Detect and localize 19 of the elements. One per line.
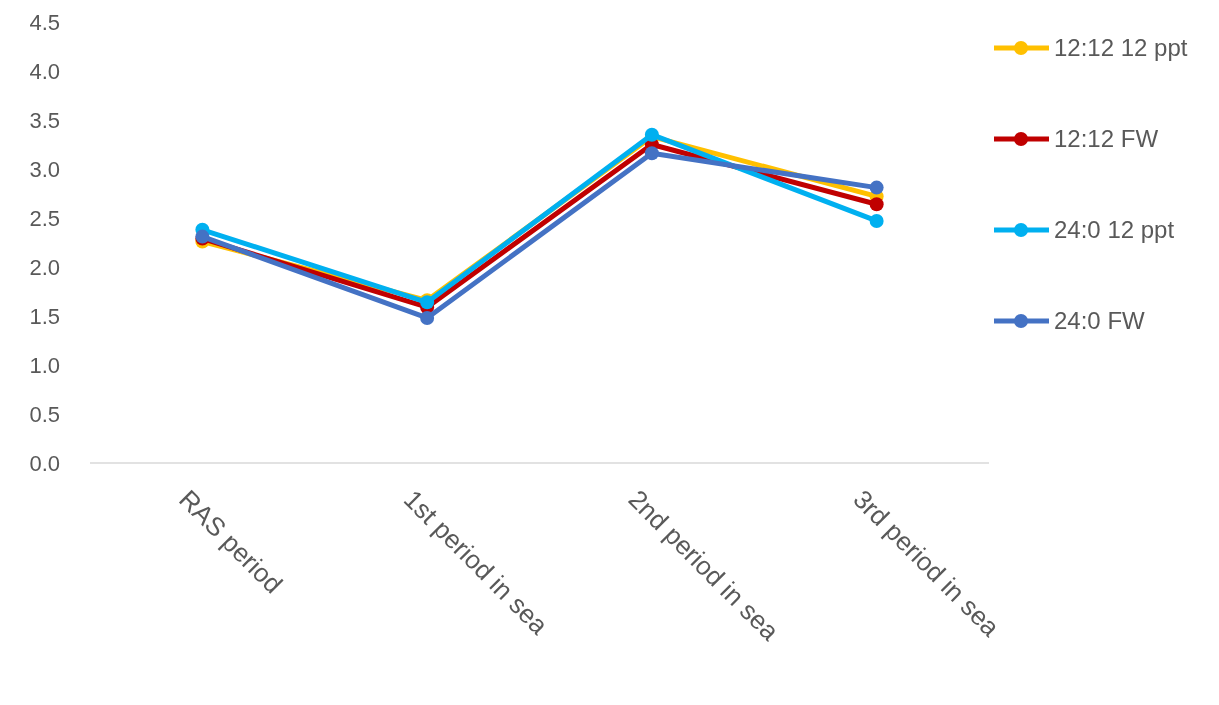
legend-label: 24:0 12 ppt [1054,216,1175,244]
point [644,146,659,161]
y-tick-label: 0.5 [29,401,60,427]
legend-label: 12:12 FW [1054,125,1159,153]
legend-label: 24:0 FW [1054,307,1146,335]
legend-label: 12:12 12 ppt [1054,34,1188,62]
y-tick-label: 1.5 [29,303,60,329]
point [420,310,435,325]
y-tick-label: 2.0 [29,254,60,280]
point [869,197,884,212]
y-tick-label: 2.5 [29,205,60,231]
y-tick-label: 4.5 [29,9,60,35]
y-tick-label: 4.0 [29,58,60,84]
point [869,180,884,195]
y-tick-label: 3.0 [29,156,60,182]
point [869,213,884,228]
y-tick-label: 1.0 [29,352,60,378]
y-tick-label: 0.0 [29,450,60,476]
y-tick-label: 3.5 [29,107,60,133]
